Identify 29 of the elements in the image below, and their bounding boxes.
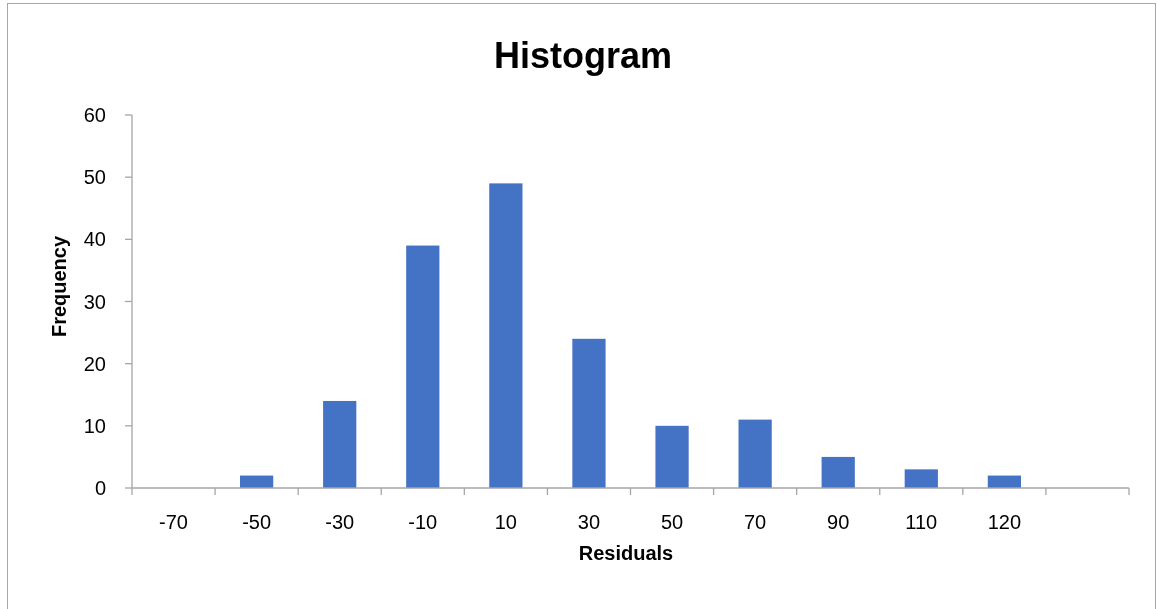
y-tick-label: 0 <box>94 477 106 499</box>
x-tick-label: 110 <box>905 511 938 533</box>
x-axis-title: Residuals <box>578 542 674 564</box>
bar <box>655 425 689 488</box>
chart-title: Histogram <box>493 35 673 76</box>
x-tick-label: -50 <box>242 511 272 533</box>
bar <box>821 456 855 488</box>
bar <box>572 338 606 488</box>
bar <box>904 469 938 488</box>
y-tick-label: 60 <box>83 104 106 126</box>
y-tick-label: 30 <box>83 290 106 313</box>
x-tick-label: 120 <box>987 511 1022 533</box>
x-tick-label: 90 <box>827 511 850 533</box>
y-tick-label: 40 <box>83 228 106 251</box>
x-tick-label: 50 <box>660 511 684 533</box>
x-tick-label: -70 <box>159 511 188 533</box>
x-tick-label: -10 <box>408 511 438 533</box>
y-tick-label: 10 <box>83 414 106 437</box>
bar <box>406 245 440 488</box>
bar <box>489 183 523 488</box>
x-tick-label: -30 <box>325 511 355 533</box>
x-tick-label: 10 <box>494 511 517 533</box>
x-tick-label: 70 <box>744 511 767 533</box>
y-axis-title: Frequency <box>48 235 70 338</box>
y-tick-label: 20 <box>83 352 106 375</box>
x-tick-label: 30 <box>577 511 601 533</box>
bar <box>323 400 357 488</box>
bar <box>738 419 772 488</box>
y-tick-label: 50 <box>83 166 106 189</box>
